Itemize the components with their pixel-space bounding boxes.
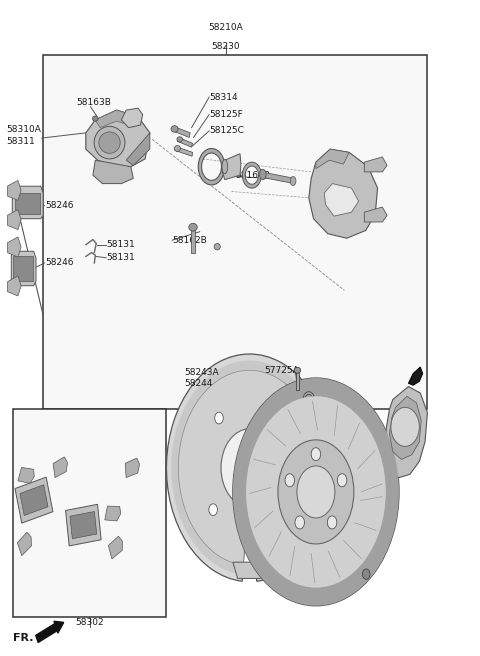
Polygon shape [70,512,97,539]
Ellipse shape [222,159,228,174]
Polygon shape [8,180,21,200]
Text: 58311: 58311 [7,137,36,146]
Polygon shape [8,210,21,230]
Polygon shape [384,386,427,478]
Circle shape [276,512,284,523]
Polygon shape [191,230,195,253]
Ellipse shape [294,367,301,373]
Wedge shape [167,354,333,581]
Polygon shape [126,133,150,165]
Ellipse shape [260,169,266,180]
Polygon shape [66,504,101,546]
Polygon shape [175,146,192,156]
Ellipse shape [177,136,182,142]
Polygon shape [86,110,150,167]
Bar [296,370,299,390]
Polygon shape [309,149,378,238]
Polygon shape [20,485,48,516]
Circle shape [221,429,278,507]
Text: 1351JD: 1351JD [291,382,324,391]
Polygon shape [105,506,121,521]
Circle shape [278,440,354,544]
Polygon shape [222,154,241,180]
Text: 57725A: 57725A [264,366,300,375]
Polygon shape [173,127,190,137]
Polygon shape [261,172,295,184]
Circle shape [362,569,370,579]
Ellipse shape [189,223,197,231]
Circle shape [246,396,385,588]
Text: 58162B: 58162B [173,236,207,245]
Polygon shape [15,477,53,523]
Polygon shape [324,184,359,216]
Polygon shape [8,276,21,296]
Text: 1220FS: 1220FS [344,470,378,479]
Polygon shape [364,207,387,222]
Text: FR.: FR. [13,633,34,643]
Bar [13,409,167,617]
Text: 58161B: 58161B [235,171,270,180]
Circle shape [279,416,288,428]
Polygon shape [316,149,349,169]
Polygon shape [12,251,36,286]
Polygon shape [18,468,34,483]
Text: 58125C: 58125C [209,127,244,135]
Text: 58310A: 58310A [7,125,41,134]
Text: 58210A: 58210A [208,23,243,32]
Ellipse shape [94,127,125,159]
Polygon shape [389,396,421,459]
Ellipse shape [93,116,98,121]
Polygon shape [53,457,68,478]
Polygon shape [17,532,32,556]
Circle shape [285,474,295,487]
Polygon shape [12,186,43,218]
FancyArrow shape [36,621,64,642]
Polygon shape [364,157,387,172]
Circle shape [215,412,223,424]
Ellipse shape [171,126,178,133]
Polygon shape [408,367,423,385]
Text: 58302: 58302 [75,618,104,627]
Text: 58246: 58246 [46,201,74,210]
Text: 58163B: 58163B [76,98,111,107]
Polygon shape [233,562,266,579]
Text: 58230: 58230 [212,42,240,51]
Polygon shape [8,237,21,257]
Circle shape [311,447,321,461]
Polygon shape [96,110,138,128]
Text: 58411B: 58411B [258,408,293,417]
Polygon shape [125,458,140,478]
Bar [43,55,427,409]
Ellipse shape [99,132,120,154]
Text: 58244: 58244 [184,379,212,388]
Polygon shape [121,108,143,128]
Circle shape [297,466,335,518]
Wedge shape [171,361,328,575]
Circle shape [295,516,304,529]
Text: 58131: 58131 [106,240,135,249]
Circle shape [327,516,337,529]
Ellipse shape [290,176,296,186]
Polygon shape [108,536,122,559]
Polygon shape [178,137,192,147]
Wedge shape [179,370,321,565]
Text: 58314: 58314 [209,92,238,102]
Ellipse shape [214,243,220,250]
Circle shape [337,474,347,487]
Polygon shape [13,256,33,281]
Circle shape [391,407,420,446]
Polygon shape [93,160,133,184]
Polygon shape [14,193,40,213]
Circle shape [209,504,217,516]
Circle shape [233,378,399,605]
Text: 58125F: 58125F [209,110,243,119]
Text: 58246: 58246 [46,258,74,268]
Ellipse shape [174,146,180,152]
Text: 58243A: 58243A [184,368,219,377]
Text: 58131: 58131 [106,253,135,262]
